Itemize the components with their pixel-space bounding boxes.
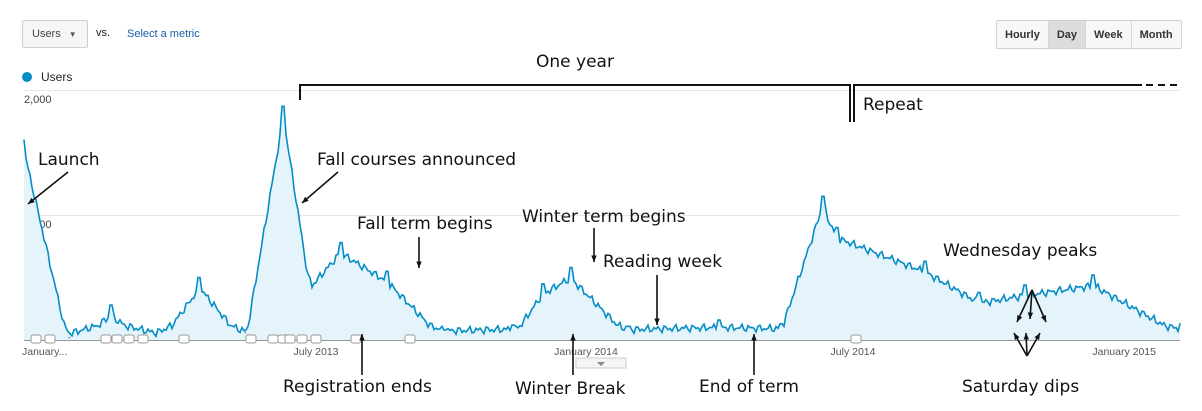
arrow-head [1017,315,1023,322]
data-point [244,331,247,334]
data-point [109,304,112,306]
granularity-week-button[interactable]: Week [1086,21,1132,48]
data-point [1023,284,1026,286]
annotation-marker [100,334,112,344]
chevron-down-icon [597,362,605,366]
arrow-head [570,334,576,341]
annotation-label: Registration ends [283,377,432,397]
metric-dropdown-label: Users [32,28,61,40]
data-point [779,322,781,325]
annotation-label: End of term [699,377,799,397]
repeat-bracket [853,84,1142,122]
data-point [282,105,285,108]
annotation-marker [296,334,308,344]
data-point [978,291,981,294]
data-point [308,276,311,279]
data-point [717,319,720,321]
one-year-bracket [299,84,851,122]
annotation-marker [284,334,296,344]
annotation-label: Fall term begins [357,214,493,234]
annotation-label: One year [536,52,614,72]
x-tick-label: January 2014 [554,346,618,358]
arrow-head [1027,312,1034,319]
arrow-head [1023,333,1030,340]
legend-swatch [22,72,32,82]
data-point [68,336,71,339]
annotation-label: Repeat [863,95,923,115]
data-point [924,260,926,263]
annotation-marker [111,334,123,344]
arrow-head [1040,315,1046,322]
annotation-marker [404,334,416,344]
data-point [836,226,838,229]
select-metric-link[interactable]: Select a metric [127,28,200,40]
data-point [1179,322,1181,325]
arrow-head [591,255,597,262]
annotation-label: Saturday dips [962,377,1079,397]
granularity-month-button[interactable]: Month [1131,21,1181,48]
x-tick-label: January... [22,346,67,358]
data-point [628,325,630,328]
arrow-head [1014,333,1020,340]
annotation-marker [350,334,362,344]
arrow-head [302,196,309,203]
annotation-label: Winter term begins [522,207,686,227]
annotation-marker [267,334,279,344]
granularity-hourly-button[interactable]: Hourly [997,21,1049,48]
vs-label: vs. [96,27,111,39]
legend-series-name: Users [41,70,73,84]
data-point [821,195,824,198]
annotation-marker [137,334,149,344]
data-point [155,335,157,338]
report-toolbar: Users ▼ vs. Select a metric Hourly Day W… [0,0,1202,60]
data-point [339,241,342,244]
annotation-marker [245,334,257,344]
chevron-down-icon: ▼ [68,29,77,39]
granularity-selector: Hourly Day Week Month [996,20,1182,49]
annotation-arrow [27,171,69,205]
data-point [512,324,515,326]
arrow-head [751,334,757,341]
arrow-head [1034,333,1040,340]
annotation-marker [123,334,135,344]
data-point [386,270,389,273]
annotation-marker [310,334,322,344]
data-point [1092,274,1095,276]
series-area [24,106,1180,340]
x-tick-label: January 2015 [1092,346,1156,358]
annotation-marker [178,334,190,344]
arrow-head [28,197,35,204]
annotation-marker [44,334,56,344]
annotation-marker [850,334,862,344]
annotation-arrow [301,171,339,204]
data-point [443,329,446,331]
arrow-head [359,334,365,341]
metric-dropdown[interactable]: Users ▼ [22,20,88,48]
annotation-label: Reading week [603,252,722,272]
chart-legend: Users [22,70,72,84]
granularity-day-button[interactable]: Day [1048,21,1087,48]
x-tick-label: July 2013 [294,346,339,358]
series-line [23,105,1181,339]
data-point [569,266,572,269]
data-point [541,282,544,285]
data-point [23,139,25,141]
arrow-head [416,261,422,268]
annotation-label: Fall courses announced [317,150,516,170]
data-point [199,276,201,279]
annotation-label: Wednesday peaks [943,241,1097,261]
x-tick-label: July 2014 [831,346,876,358]
annotation-marker [30,334,42,344]
arrow-head [654,318,660,325]
y-tick-label: 2,000 [24,94,52,106]
annotation-label: Launch [38,150,100,170]
annotation-label: Winter Break [515,379,626,399]
